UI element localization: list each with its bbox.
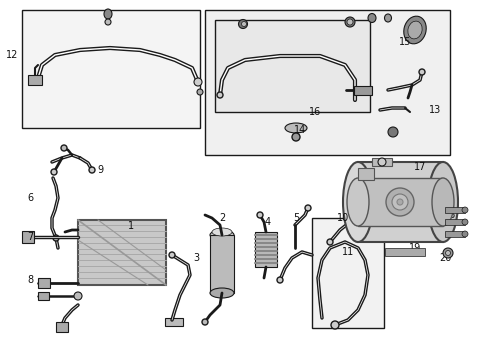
Bar [358,162,443,242]
Ellipse shape [210,288,234,298]
Circle shape [443,248,453,258]
Ellipse shape [345,17,355,27]
Ellipse shape [392,194,408,210]
Ellipse shape [343,162,373,242]
Circle shape [378,158,386,166]
Text: 18: 18 [444,210,456,220]
Circle shape [169,252,175,258]
Ellipse shape [368,13,376,22]
Bar [358,168,374,180]
Bar [165,318,183,326]
Text: 20: 20 [439,253,451,263]
Ellipse shape [404,16,426,44]
Bar [354,86,372,95]
Circle shape [445,251,450,256]
Bar [22,10,200,128]
Bar [205,10,450,155]
Text: 10: 10 [337,213,349,223]
Bar [445,207,465,213]
Bar [38,292,49,300]
Circle shape [51,169,57,175]
Text: 16: 16 [309,107,321,117]
Text: 7: 7 [27,232,33,242]
Ellipse shape [432,178,454,226]
Text: 9: 9 [97,165,103,175]
Circle shape [194,78,202,86]
Circle shape [462,207,468,213]
Circle shape [419,69,425,75]
Ellipse shape [386,188,414,216]
Circle shape [462,219,468,225]
Circle shape [197,89,203,95]
Circle shape [53,235,59,241]
Bar [255,232,277,267]
Bar [210,235,234,293]
Ellipse shape [212,228,232,236]
Circle shape [277,277,283,283]
Text: 2: 2 [219,213,225,223]
Bar [56,322,68,332]
Ellipse shape [385,14,392,22]
Bar [28,75,42,85]
Circle shape [327,239,333,245]
Circle shape [331,321,339,329]
Bar [358,178,443,226]
Bar [215,20,370,112]
Ellipse shape [285,123,307,133]
Bar [385,248,425,256]
Circle shape [292,133,300,141]
Bar [22,231,34,243]
Bar [78,220,166,285]
Bar [445,231,465,237]
Bar [372,158,392,166]
Circle shape [257,212,263,218]
Text: 17: 17 [414,162,426,172]
Circle shape [462,231,468,237]
Bar [38,278,50,288]
Text: 15: 15 [399,37,411,47]
Ellipse shape [104,9,112,19]
Text: 6: 6 [27,193,33,203]
Ellipse shape [428,162,458,242]
Ellipse shape [347,19,353,25]
Text: 12: 12 [6,50,18,60]
Text: 14: 14 [294,125,306,135]
Bar [445,219,465,225]
Text: 13: 13 [429,105,441,115]
Text: 3: 3 [193,253,199,263]
Text: 11: 11 [342,247,354,257]
Ellipse shape [408,21,422,39]
Circle shape [89,167,95,173]
Ellipse shape [242,22,246,27]
Ellipse shape [397,199,403,205]
Text: 8: 8 [27,275,33,285]
Circle shape [202,319,208,325]
Text: 4: 4 [265,217,271,227]
Text: 19: 19 [409,243,421,253]
Text: 1: 1 [128,221,134,231]
Text: 5: 5 [293,213,299,223]
Ellipse shape [388,127,398,137]
Circle shape [74,292,82,300]
Ellipse shape [239,19,247,28]
Circle shape [305,205,311,211]
Ellipse shape [105,19,111,25]
Ellipse shape [347,178,369,226]
Ellipse shape [210,230,234,240]
Circle shape [217,92,223,98]
Circle shape [61,145,67,151]
Bar [312,218,384,328]
